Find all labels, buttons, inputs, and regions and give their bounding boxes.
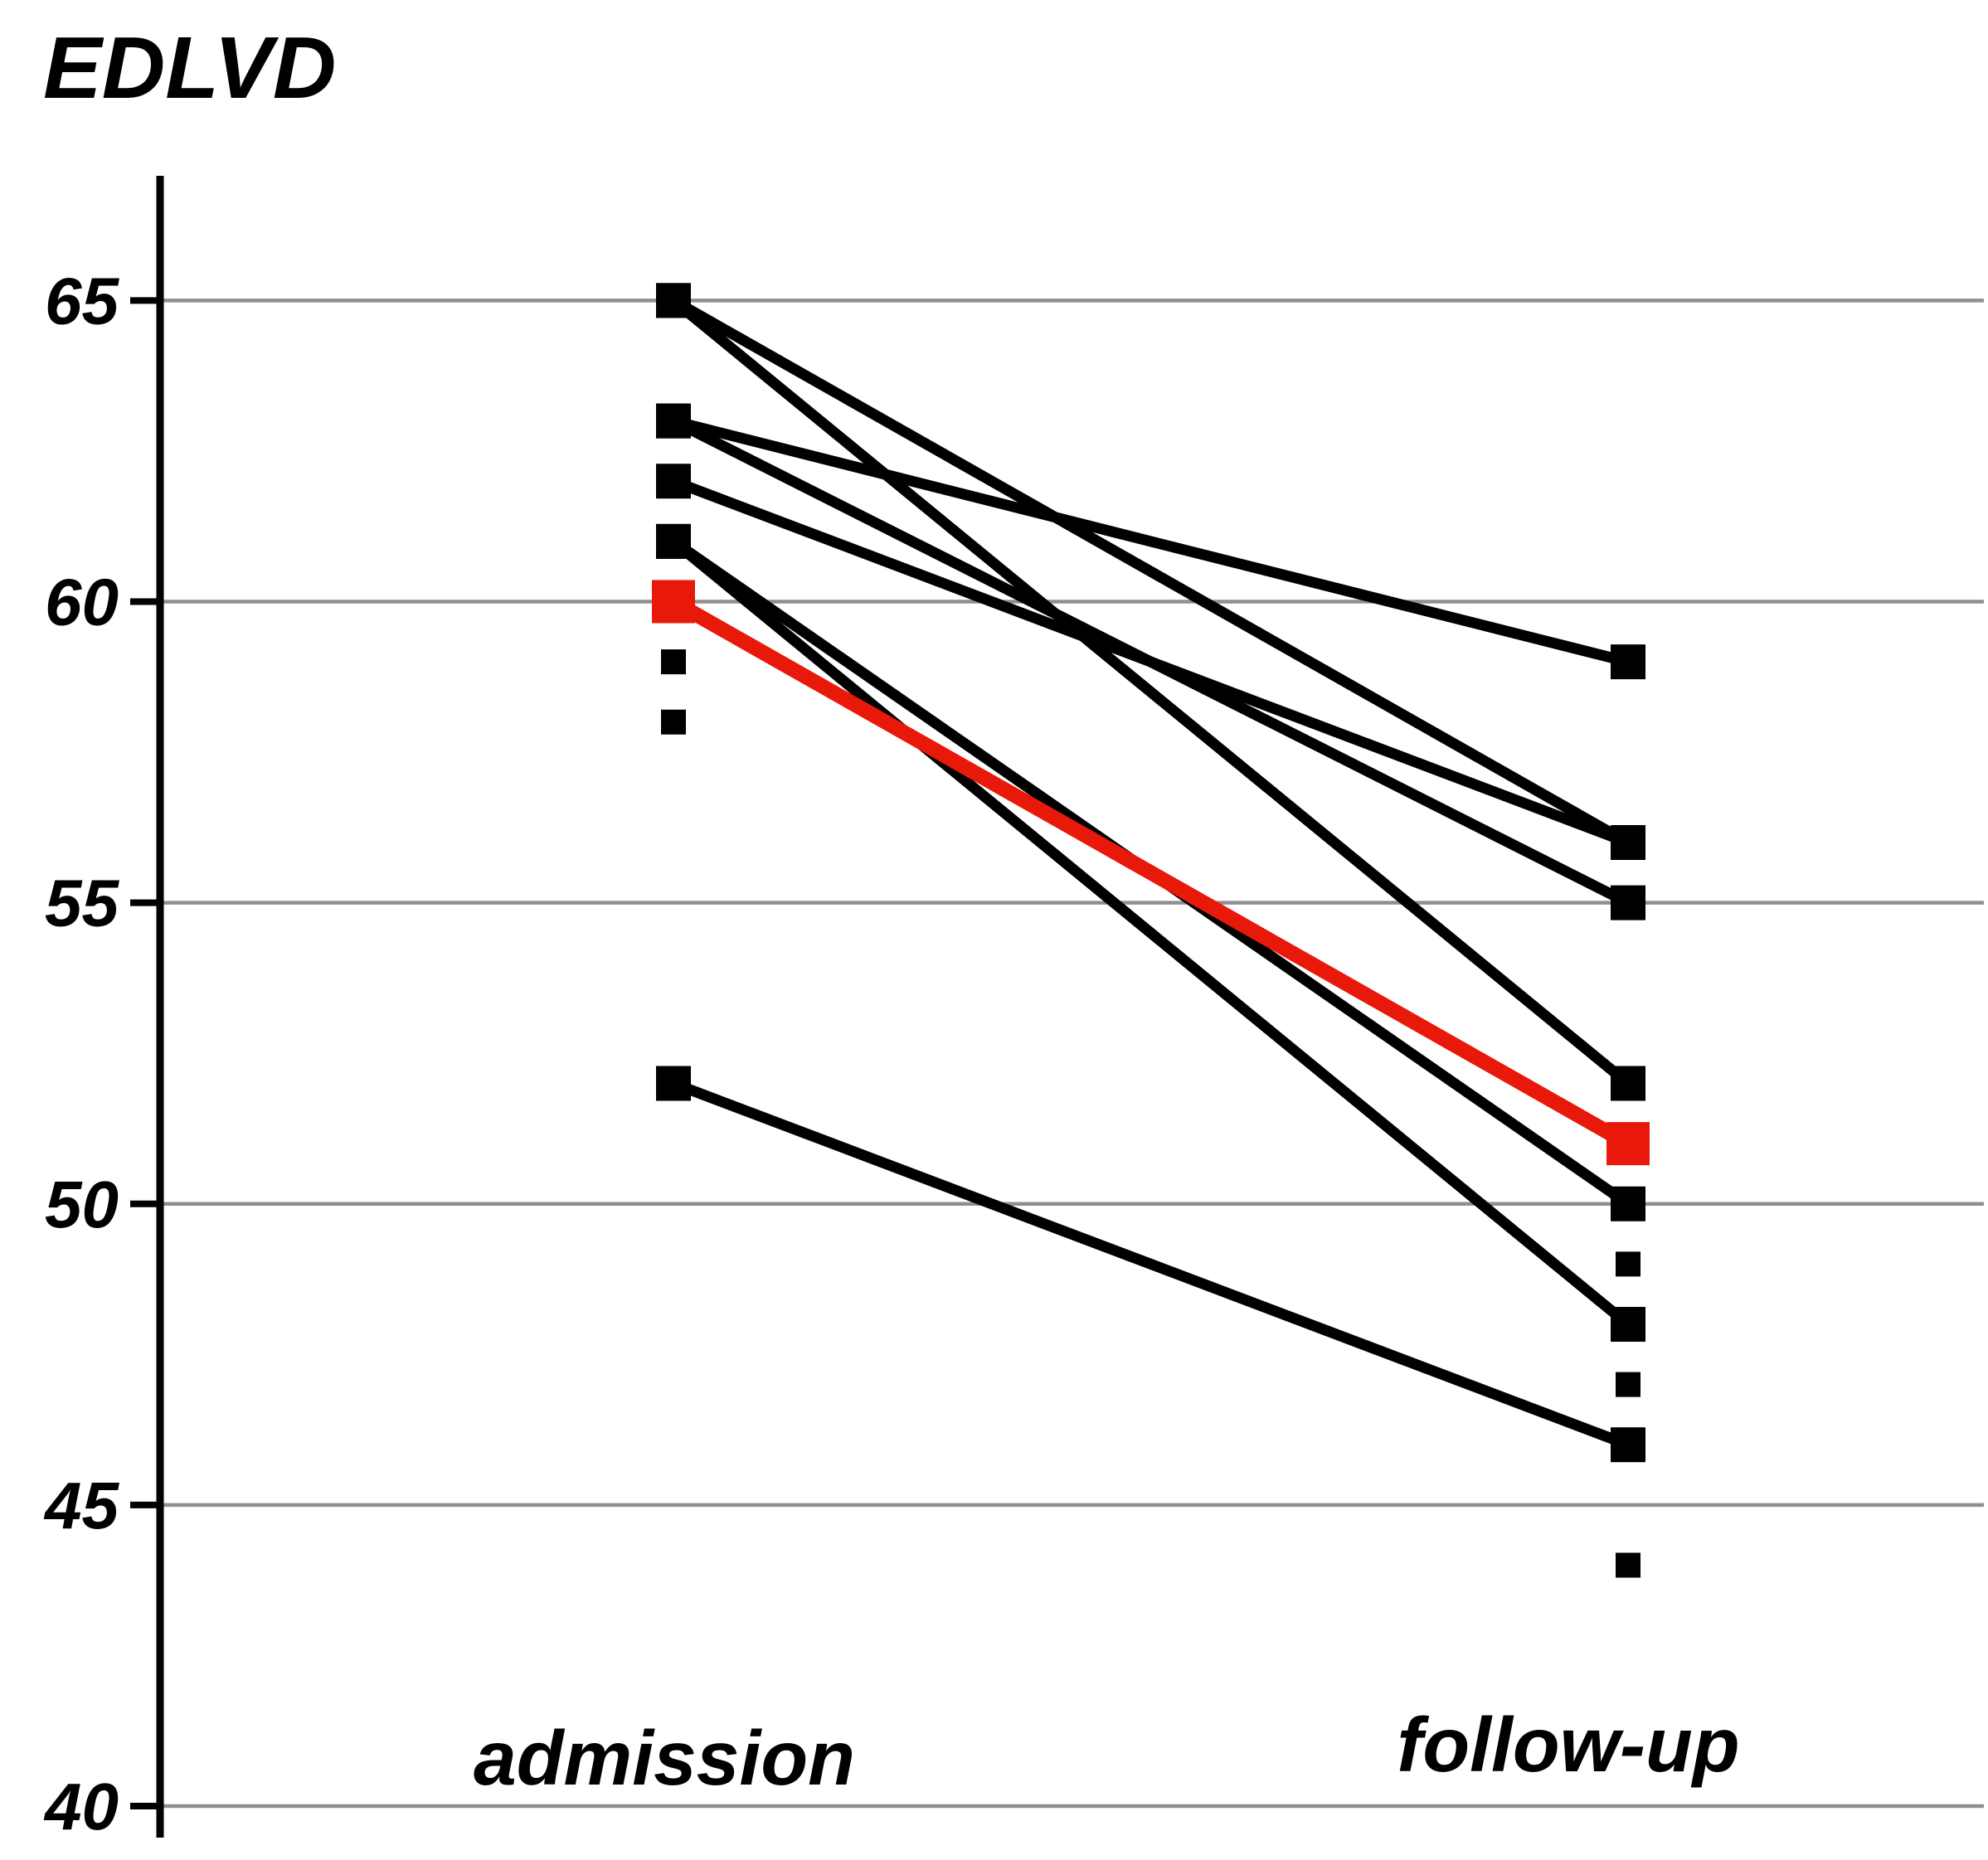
series-line-patient-3 (672, 415, 1630, 668)
x-category-label-follow-up: follow-up (1397, 1702, 1739, 1788)
series-line-mean (669, 595, 1632, 1150)
series-line-patient-8 (671, 1078, 1631, 1450)
y-tick-label-65: 65 (45, 264, 119, 338)
y-tick-label-60: 60 (45, 566, 119, 639)
gridlines-layer (160, 299, 1984, 1809)
marker-patient-4-admission (656, 403, 691, 439)
data-markers-layer (652, 283, 1650, 1578)
marker-mean-follow-up (1606, 1122, 1650, 1166)
series-lines-layer (669, 295, 1632, 1450)
small-marker-follow-up-47 (1616, 1372, 1640, 1397)
small-marker-admission-58 (661, 709, 686, 735)
small-marker-follow-up-49 (1616, 1251, 1640, 1277)
marker-patient-2-admission (656, 283, 691, 318)
marker-patient-6-follow-up (1611, 1186, 1645, 1221)
marker-patient-4-follow-up (1611, 885, 1645, 920)
series-line-patient-7 (669, 537, 1632, 1329)
marker-patient-8-admission (656, 1066, 691, 1101)
series-line-patient-5 (671, 476, 1631, 848)
y-tick-label-50: 50 (45, 1168, 119, 1241)
small-marker-admission-59 (661, 649, 686, 675)
series-line-patient-1 (670, 295, 1631, 847)
chart-title: EDLVD (43, 19, 336, 117)
y-tick-label-40: 40 (43, 1770, 119, 1843)
x-category-label-admission: admission (474, 1715, 855, 1801)
marker-patient-5-admission (656, 464, 691, 499)
small-marker-follow-up-44 (1616, 1552, 1640, 1578)
marker-patient-2-follow-up (1611, 1066, 1645, 1101)
y-tick-label-55: 55 (45, 867, 119, 940)
series-line-patient-2 (669, 296, 1632, 1088)
tick-labels-layer: 65 60 55 50 45 40 (43, 264, 119, 1843)
marker-patient-3-follow-up (1611, 644, 1645, 680)
marker-patient-8-follow-up (1611, 1427, 1645, 1463)
marker-patient-7-follow-up (1611, 1307, 1645, 1342)
marker-patient-5-follow-up (1611, 825, 1645, 860)
marker-mean-admission (652, 580, 695, 624)
y-tick-label-45: 45 (43, 1469, 119, 1542)
marker-patient-7-admission (656, 523, 691, 559)
y-axis-layer (130, 176, 164, 1838)
